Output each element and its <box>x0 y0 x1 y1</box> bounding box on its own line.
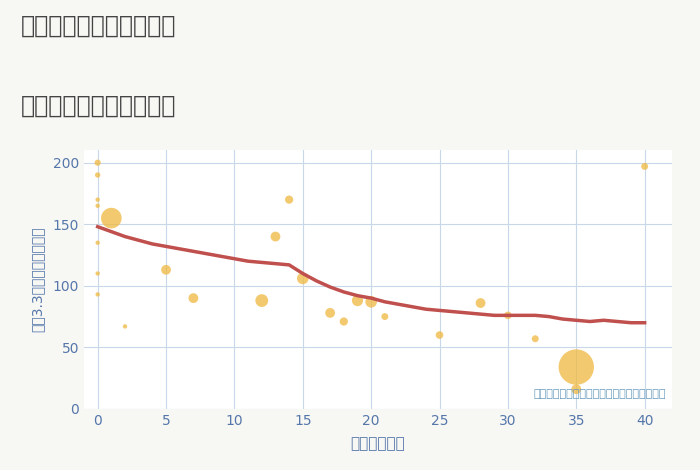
Point <box>92 159 104 166</box>
Point <box>365 298 377 306</box>
Point <box>530 335 541 343</box>
Text: 築年数別中古戸建て価格: 築年数別中古戸建て価格 <box>21 94 176 118</box>
X-axis label: 築年数（年）: 築年数（年） <box>351 436 405 451</box>
Point <box>352 297 363 305</box>
Point <box>92 270 104 277</box>
Point <box>639 163 650 170</box>
Point <box>256 297 267 305</box>
Text: 兵庫県西宮市名塩新町の: 兵庫県西宮市名塩新町の <box>21 14 176 38</box>
Point <box>570 385 582 393</box>
Y-axis label: 坪（3.3㎡）単価（万円）: 坪（3.3㎡）単価（万円） <box>30 227 44 332</box>
Point <box>92 202 104 210</box>
Point <box>92 196 104 204</box>
Point <box>475 299 486 307</box>
Point <box>188 294 199 302</box>
Point <box>503 312 514 319</box>
Point <box>92 290 104 298</box>
Point <box>434 331 445 339</box>
Point <box>338 318 349 325</box>
Point <box>92 239 104 246</box>
Point <box>120 323 131 330</box>
Point <box>92 171 104 179</box>
Point <box>325 309 336 317</box>
Point <box>106 214 117 222</box>
Point <box>284 196 295 204</box>
Point <box>298 274 309 282</box>
Point <box>570 363 582 371</box>
Point <box>379 313 391 321</box>
Text: 円の大きさは、取引のあった物件面積を示す: 円の大きさは、取引のあった物件面積を示す <box>533 389 666 399</box>
Point <box>270 233 281 240</box>
Point <box>160 266 172 274</box>
